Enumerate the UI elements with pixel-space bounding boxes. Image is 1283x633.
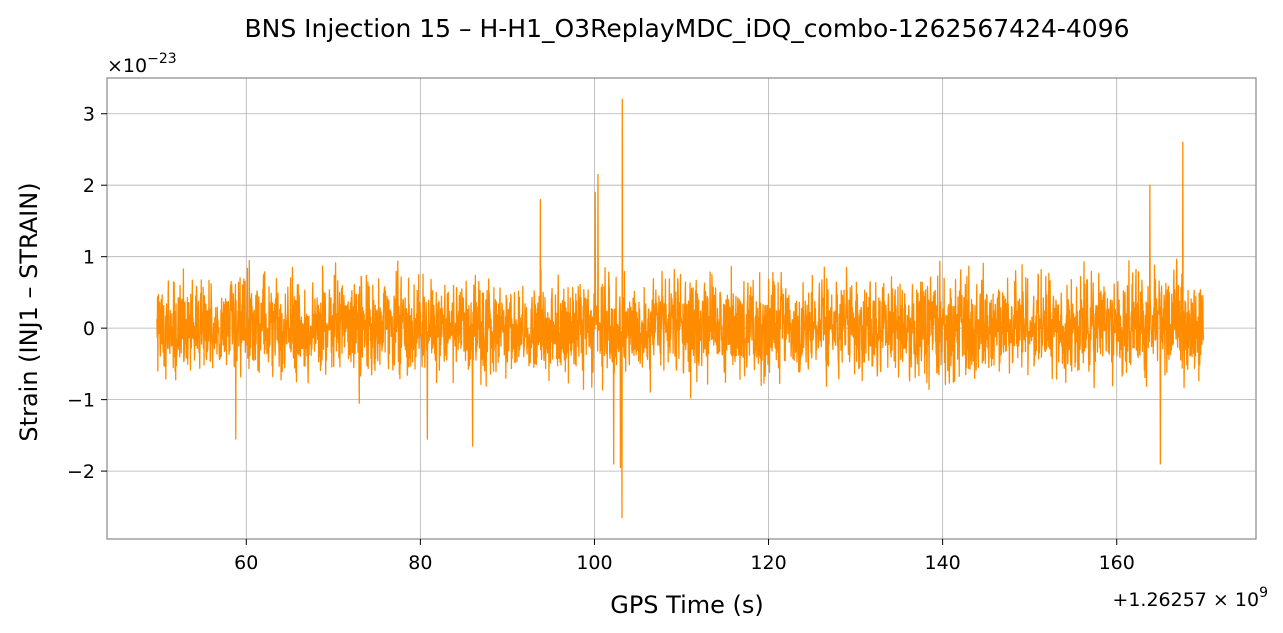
x-tick-label: 120 [750,552,786,574]
y-tick-label: 0 [83,318,95,340]
y-tick-label: −2 [67,461,95,483]
x-tick-label: 160 [1099,552,1135,574]
plot-frame [106,77,1257,540]
x-tick-label: 140 [925,552,961,574]
y-axis-label: Strain (INJ1 – STRAIN) [15,182,43,441]
x-tick-label: 80 [408,552,432,574]
x-axis-label: GPS Time (s) [610,591,764,619]
axis-ticks [101,113,1118,545]
y-tick-label: 2 [83,175,95,197]
x-tick-label: 100 [576,552,612,574]
y-tick-label: 3 [83,104,95,126]
y-multiplier: ×10−23 [107,51,177,77]
strain-series-line [156,98,1205,519]
x-offset: +1.26257 × 109 [1112,585,1268,611]
x-tick-label: 60 [234,552,258,574]
y-tick-label: 1 [83,247,95,269]
chart-title: BNS Injection 15 – H-H1_O3ReplayMDC_iDQ_… [244,14,1129,43]
y-tick-label: −1 [67,390,95,412]
